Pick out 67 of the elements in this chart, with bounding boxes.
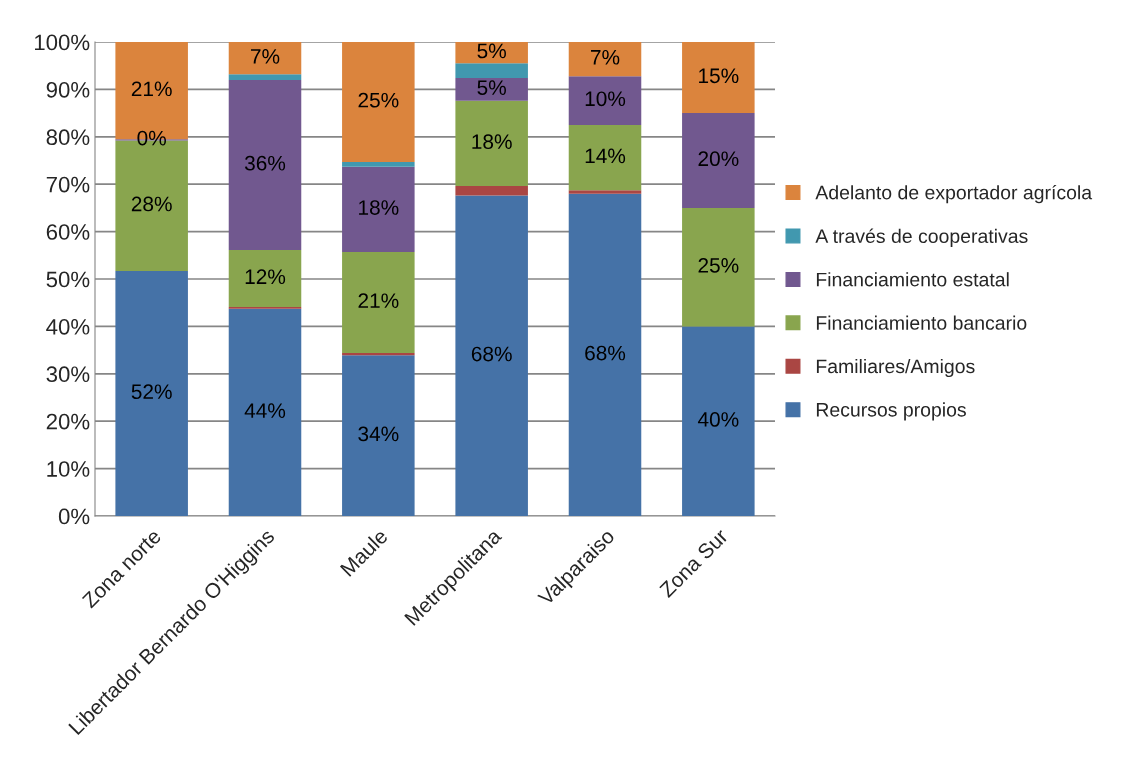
bar — [568, 190, 642, 194]
y-tick-label: 30% — [46, 366, 90, 383]
y-tick-label: 90% — [46, 81, 90, 98]
bar — [455, 100, 528, 187]
y-tick-label: 10% — [47, 461, 90, 477]
data-label: 52% — [131, 384, 172, 400]
legend-label: Recursos propios — [816, 402, 966, 421]
bar — [455, 78, 528, 101]
y-tick-label: 80% — [46, 129, 90, 146]
bar — [568, 42, 642, 77]
y-tick-label: 50% — [46, 271, 90, 288]
legend-label: A través de cooperativas — [815, 228, 1028, 247]
legend-label: Financiamiento bancario — [816, 315, 1027, 330]
y-tick-label: 100% — [35, 34, 90, 51]
bar — [342, 251, 415, 353]
data-label: 0% — [137, 130, 166, 146]
data-label: 21% — [358, 293, 399, 308]
data-label: 25% — [698, 257, 739, 273]
data-label: 21% — [131, 81, 172, 97]
data-label: 28% — [131, 196, 172, 212]
y-tick-label: 20% — [46, 413, 90, 430]
y-tick-label: 0% — [58, 508, 90, 525]
bar — [455, 42, 528, 64]
data-label: 40% — [697, 412, 739, 427]
y-tick-label: 70% — [46, 176, 90, 193]
data-label: 68% — [471, 346, 512, 362]
data-label: 20% — [698, 151, 739, 167]
y-tick-label: 40% — [46, 318, 90, 335]
bar — [568, 193, 642, 516]
data-label: 12% — [245, 269, 286, 285]
bar — [228, 79, 302, 251]
data-label: 5% — [477, 43, 506, 59]
y-tick-label: 60% — [46, 224, 90, 240]
bar — [568, 124, 642, 191]
data-label: 18% — [472, 134, 512, 150]
data-label: 44% — [244, 403, 286, 418]
bar — [228, 308, 302, 516]
bar — [115, 270, 188, 516]
bar — [682, 42, 755, 114]
data-label: 7% — [251, 49, 280, 64]
data-label: 68% — [585, 345, 626, 361]
legend-label: Adelanto de exportador agrícola — [815, 184, 1093, 204]
bar — [455, 63, 528, 79]
bar — [682, 326, 755, 516]
data-label: 25% — [358, 92, 399, 108]
data-label: 10% — [585, 91, 626, 107]
legend-label: Familiares/Amigos — [816, 358, 975, 378]
data-label: 36% — [244, 155, 286, 171]
legend-label: Financiamiento estatal — [816, 272, 1009, 287]
bar — [455, 195, 528, 516]
bar — [342, 161, 415, 167]
bar — [342, 42, 415, 162]
data-label: 18% — [359, 200, 399, 215]
bar — [682, 207, 755, 327]
bar — [228, 42, 302, 75]
bar — [228, 74, 302, 80]
bar — [228, 250, 302, 307]
bar — [682, 113, 755, 208]
data-label: 5% — [477, 80, 506, 95]
data-label: 14% — [585, 148, 626, 164]
bar — [342, 355, 415, 516]
bar — [568, 76, 642, 125]
data-label: 34% — [358, 426, 399, 442]
bar — [342, 166, 415, 252]
data-label: 15% — [699, 68, 739, 84]
bar — [455, 186, 528, 196]
data-label: 7% — [591, 49, 620, 65]
